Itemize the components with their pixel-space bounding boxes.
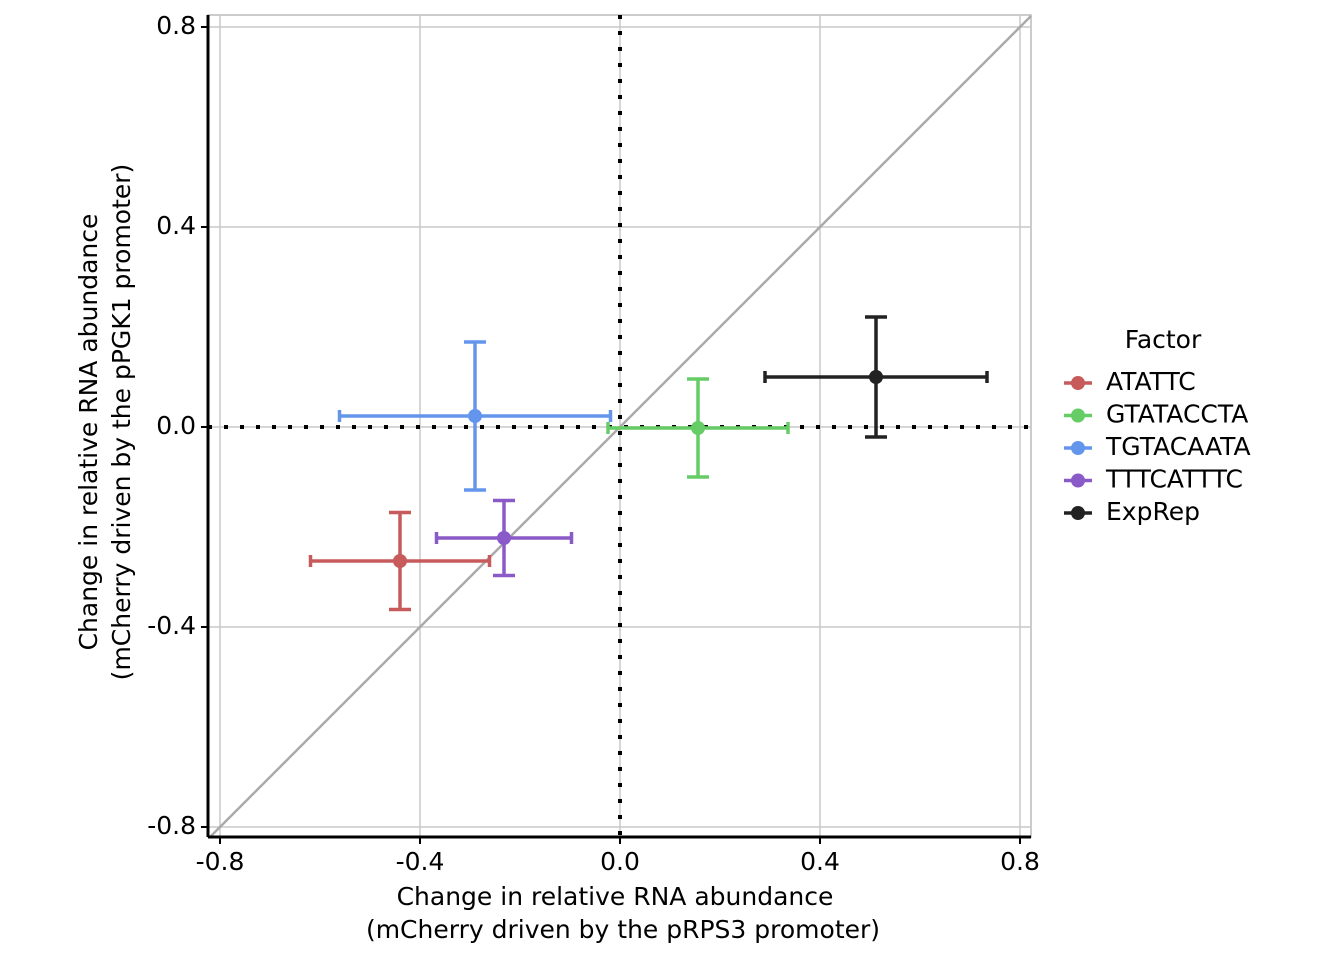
legend-label: ATATTC: [1106, 367, 1196, 396]
point: [468, 409, 482, 423]
point: [869, 370, 883, 384]
legend-label: TTTCATTTC: [1105, 465, 1243, 494]
y-axis-label: (mCherry driven by the pPGK1 promoter): [107, 164, 136, 681]
y-axis-label: Change in relative RNA abundance: [74, 214, 103, 651]
legend-label: TGTACAATA: [1105, 432, 1251, 461]
y-tick-label: -0.8: [147, 811, 196, 840]
legend-key: [1071, 506, 1085, 520]
x-axis-label: Change in relative RNA abundance: [397, 882, 834, 911]
legend-key: [1071, 473, 1085, 488]
legend-key: [1071, 408, 1085, 423]
point: [497, 531, 511, 545]
point: [393, 554, 407, 568]
x-tick-label: 0.4: [800, 847, 840, 876]
legend-key: [1071, 441, 1085, 455]
legend-key: [1071, 376, 1085, 390]
x-tick-label: -0.8: [196, 847, 245, 876]
legend-label: GTATACCTA: [1106, 400, 1248, 429]
y-tick-label: 0.8: [156, 11, 196, 40]
legend-title: Factor: [1125, 325, 1202, 354]
point: [691, 421, 705, 435]
x-tick-label: 0.0: [600, 847, 640, 876]
y-tick-label: 0.4: [156, 211, 196, 240]
x-axis-label: (mCherry driven by the pRPS3 promoter): [366, 915, 880, 944]
x-tick-label: -0.4: [396, 847, 445, 876]
y-tick-label: -0.4: [147, 611, 196, 640]
legend-label: ExpRep: [1106, 497, 1200, 526]
y-tick-label: 0.0: [156, 411, 196, 440]
x-tick-label: 0.8: [1000, 847, 1040, 876]
